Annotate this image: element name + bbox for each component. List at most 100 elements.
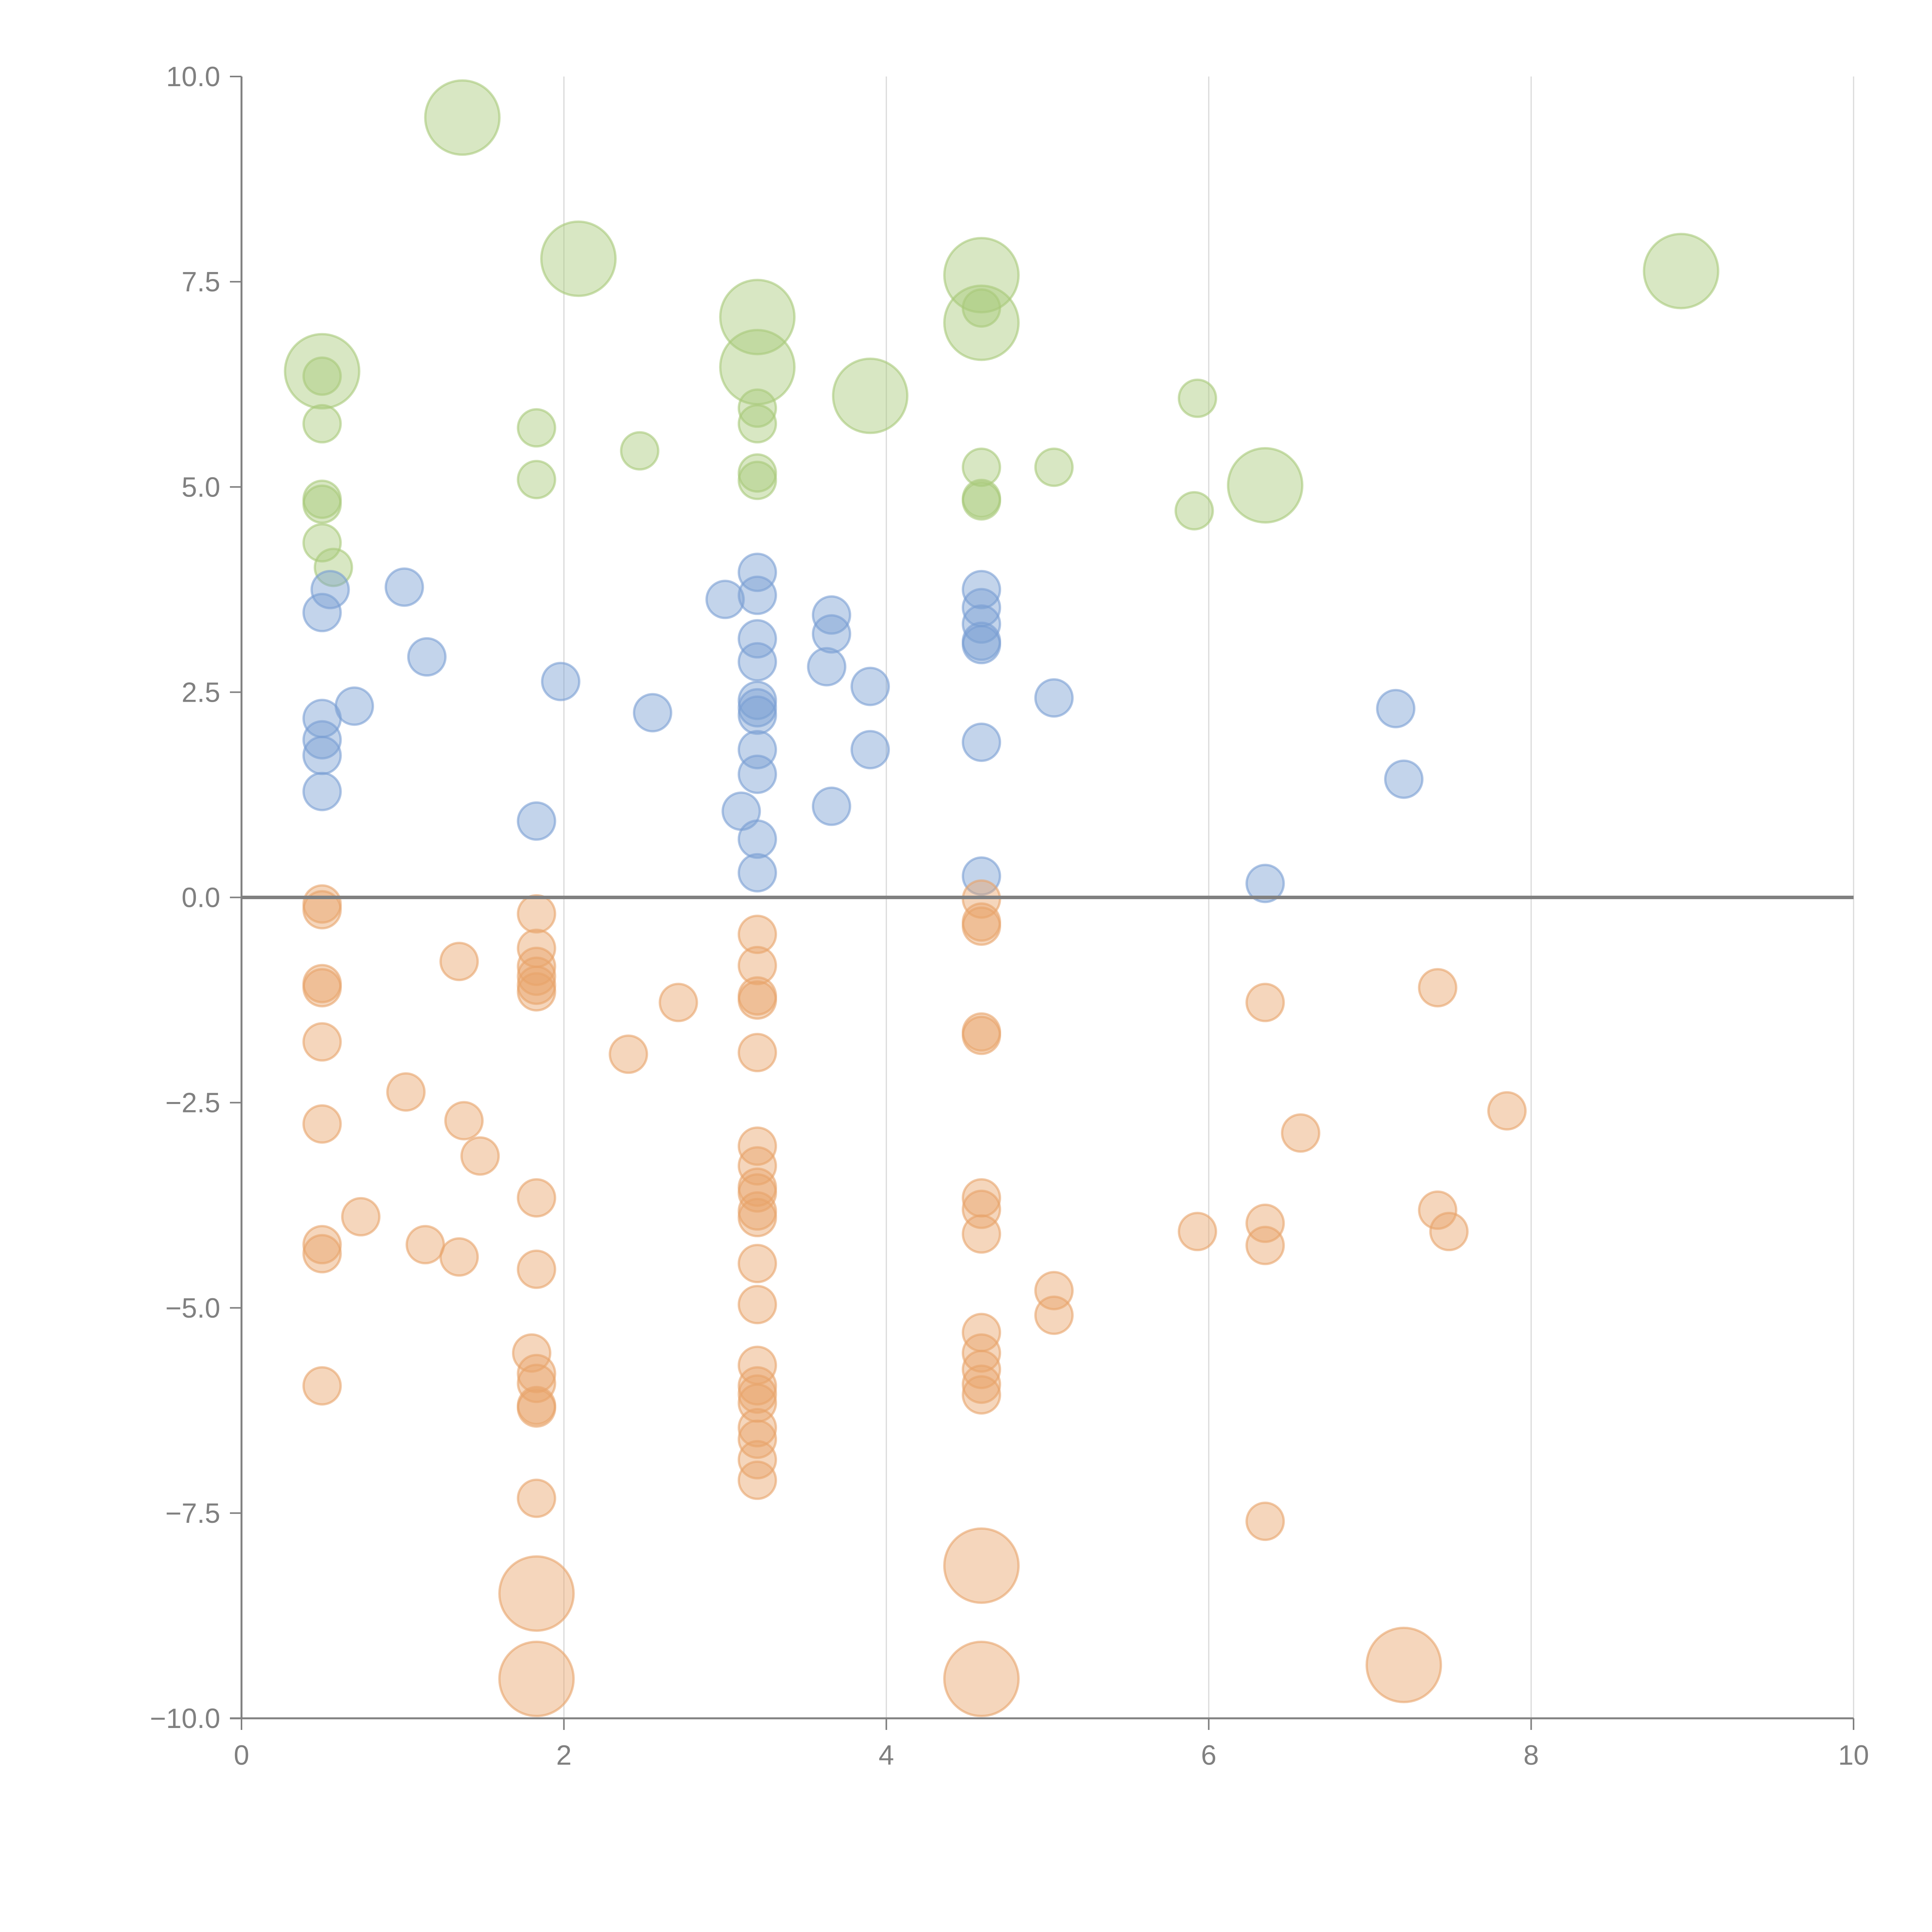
bubble-orange bbox=[517, 1478, 556, 1518]
bubble-green bbox=[302, 356, 342, 396]
y-tick-label: −5.0 bbox=[165, 1293, 220, 1324]
bubble-orange bbox=[738, 1146, 777, 1186]
ticks: 0 2 4 6 8 10 10.0 7.5 5.0 2.5 0.0 −2.5 −5.0 −7.5 −10.0 bbox=[150, 61, 1869, 1771]
bubble-orange bbox=[302, 1225, 342, 1265]
bubble-orange bbox=[1034, 1295, 1074, 1335]
bubble-orange bbox=[302, 1234, 342, 1274]
bubble-orange bbox=[1245, 983, 1285, 1022]
bubble-orange bbox=[302, 1022, 342, 1062]
bubble-blue bbox=[407, 637, 447, 677]
bubble-blue bbox=[335, 686, 374, 726]
bubble-orange bbox=[1418, 1190, 1458, 1230]
bubble-orange bbox=[302, 1104, 342, 1144]
bubble-blue bbox=[302, 772, 342, 811]
bubble-orange bbox=[517, 1388, 556, 1428]
axes bbox=[230, 77, 1854, 1719]
bubble-orange bbox=[439, 942, 479, 981]
bubble-blue bbox=[961, 604, 1001, 644]
y-tick-label: −10.0 bbox=[150, 1703, 220, 1734]
bubble-blue bbox=[310, 570, 350, 609]
bubble-blue bbox=[738, 819, 777, 859]
bubble-green bbox=[961, 447, 1001, 487]
bubble-green bbox=[302, 404, 342, 444]
bubble-blue bbox=[738, 754, 777, 794]
bubbles bbox=[284, 79, 1719, 1718]
bubble-orange bbox=[738, 1285, 777, 1325]
bubble-blue bbox=[705, 580, 745, 619]
bubble-green bbox=[517, 460, 556, 500]
bubble-orange bbox=[341, 1197, 381, 1236]
bubble-orange bbox=[738, 1460, 777, 1500]
x-tick-label: 4 bbox=[879, 1740, 894, 1771]
bubble-blue bbox=[738, 642, 777, 682]
bubble-orange bbox=[444, 1101, 484, 1141]
y-tick-label: 5.0 bbox=[182, 472, 220, 503]
bubble-green bbox=[302, 484, 342, 524]
bubble-green bbox=[302, 523, 342, 563]
bubble-green bbox=[1227, 447, 1304, 524]
bubble-orange bbox=[943, 1527, 1020, 1604]
bubble-blue bbox=[738, 553, 777, 592]
bubble-orange bbox=[517, 956, 556, 996]
bubble-orange bbox=[961, 1015, 1001, 1055]
bubble-orange bbox=[1366, 1626, 1442, 1703]
x-tick-label: 2 bbox=[556, 1740, 571, 1771]
bubble-blue bbox=[1376, 689, 1416, 728]
bubble-orange bbox=[1281, 1113, 1321, 1153]
bubble-orange bbox=[961, 1364, 1001, 1404]
y-tick-label: −2.5 bbox=[165, 1088, 220, 1119]
bubble-blue bbox=[738, 619, 777, 659]
bubble-blue bbox=[961, 856, 1001, 896]
bubble-green bbox=[540, 220, 617, 297]
bubble-blue bbox=[517, 801, 556, 841]
bubble-green bbox=[424, 79, 501, 156]
bubble-blue bbox=[807, 647, 847, 687]
bubble-orange bbox=[517, 972, 556, 1012]
bubble-green bbox=[1174, 491, 1214, 531]
bubble-blue bbox=[1034, 678, 1074, 718]
bubble-green bbox=[738, 388, 777, 428]
bubble-orange bbox=[405, 1225, 445, 1265]
bubble-orange bbox=[961, 1214, 1001, 1254]
bubble-orange bbox=[1418, 968, 1458, 1008]
bubble-orange bbox=[460, 1136, 500, 1176]
bubble-orange bbox=[738, 1033, 777, 1073]
bubble-green bbox=[832, 357, 909, 434]
bubble-orange bbox=[961, 906, 1001, 946]
y-tick-label: 2.5 bbox=[182, 677, 220, 708]
bubble-orange bbox=[302, 968, 342, 1008]
bubble-orange bbox=[517, 1178, 556, 1218]
bubble-orange bbox=[943, 1641, 1020, 1718]
bubble-blue bbox=[961, 625, 1001, 665]
bubble-blue bbox=[850, 667, 890, 706]
bubble-blue bbox=[1245, 864, 1285, 903]
bubble-blue bbox=[961, 722, 1001, 762]
bubble-green bbox=[738, 404, 777, 444]
bubble-green bbox=[1034, 447, 1074, 487]
x-tick-label: 6 bbox=[1201, 1740, 1216, 1771]
bubble-green bbox=[284, 333, 361, 410]
bubble-orange bbox=[498, 1555, 575, 1632]
bubble-orange bbox=[1245, 1203, 1285, 1243]
bubble-orange bbox=[1245, 1502, 1285, 1541]
bubble-orange bbox=[517, 1249, 556, 1289]
bubble-orange bbox=[609, 1034, 648, 1074]
bubble-green bbox=[943, 237, 1020, 314]
bubble-green bbox=[517, 408, 556, 448]
bubble-orange bbox=[386, 1072, 426, 1112]
bubble-green bbox=[961, 481, 1001, 521]
bubble-orange bbox=[738, 980, 777, 1020]
bubble-orange bbox=[738, 946, 777, 985]
bubble-blue bbox=[811, 614, 851, 654]
bubble-blue bbox=[633, 693, 672, 733]
bubble-orange bbox=[1245, 1226, 1285, 1265]
y-tick-label: 10.0 bbox=[166, 61, 220, 92]
x-tick-label: 0 bbox=[234, 1740, 249, 1771]
bubble-orange bbox=[1487, 1091, 1527, 1131]
bubble-orange bbox=[738, 1366, 777, 1406]
bubble-blue bbox=[302, 735, 342, 775]
y-tick-label: −7.5 bbox=[165, 1498, 220, 1529]
bubble-orange bbox=[961, 1375, 1001, 1415]
bubble-blue bbox=[541, 662, 581, 701]
